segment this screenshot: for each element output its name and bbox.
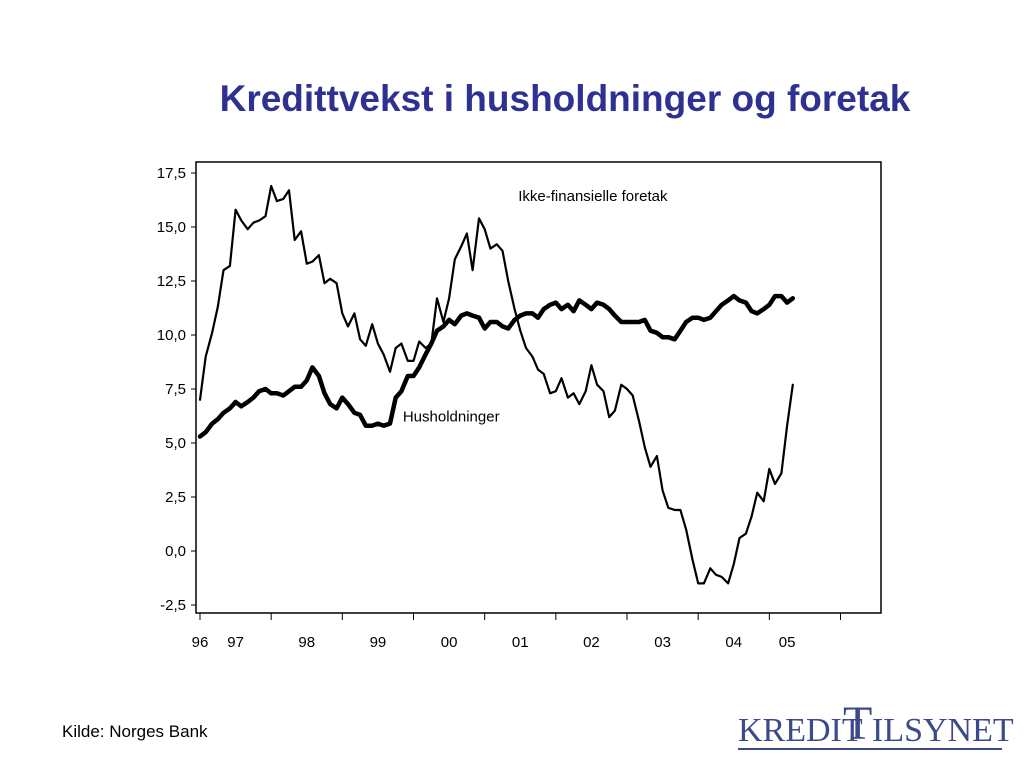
x-tick-label: 97 bbox=[227, 634, 244, 651]
annotations: Ikke-finansielle foretak Husholdninger bbox=[403, 188, 668, 425]
logo-text-left: KREDIT bbox=[738, 712, 863, 749]
logo-big-t: T bbox=[843, 697, 873, 750]
kredittilsynet-logo: KREDIT T ILSYNET bbox=[736, 700, 1014, 754]
source-note: Kilde: Norges Bank bbox=[62, 722, 208, 741]
series-line-foretak bbox=[198, 184, 794, 585]
x-tick-label: 05 bbox=[779, 634, 796, 651]
y-tick-label: 2,5 bbox=[165, 489, 186, 506]
axes: -2,5 0,0 2,5 5,0 7,5 10,0 12,5 15,0 17,5 96 97 98 99… bbox=[157, 165, 842, 651]
x-tick-label: 01 bbox=[512, 634, 529, 651]
y-tick-label: -2,5 bbox=[160, 597, 186, 614]
plot-frame bbox=[195, 161, 882, 614]
x-tick-label: 02 bbox=[583, 634, 600, 651]
y-tick-label: 5,0 bbox=[165, 435, 186, 452]
logo-text-right: ILSYNET bbox=[872, 712, 1014, 749]
series-annotation: Ikke-finansielle foretak bbox=[518, 188, 668, 205]
y-tick-label: 15,0 bbox=[157, 219, 186, 236]
x-tick-label: 99 bbox=[370, 634, 387, 651]
x-tick-label: 00 bbox=[441, 634, 458, 651]
series-annotation: Husholdninger bbox=[403, 408, 500, 425]
series-line-husholdninger bbox=[197, 293, 796, 439]
x-tick-label: 98 bbox=[298, 634, 315, 651]
y-tick-label: 0,0 bbox=[165, 543, 186, 560]
y-tick-label: 17,5 bbox=[157, 165, 186, 182]
y-tick-label: 7,5 bbox=[165, 381, 186, 398]
y-tick-label: 12,5 bbox=[157, 273, 186, 290]
x-tick-label: 03 bbox=[654, 634, 671, 651]
page-title: Kredittvekst i husholdninger og foretak bbox=[219, 78, 911, 119]
x-tick-label: 04 bbox=[725, 634, 742, 651]
logo-rule bbox=[738, 748, 1002, 750]
y-tick-label: 10,0 bbox=[157, 327, 186, 344]
x-tick-label: 96 bbox=[192, 634, 209, 651]
series-layer bbox=[197, 184, 796, 585]
